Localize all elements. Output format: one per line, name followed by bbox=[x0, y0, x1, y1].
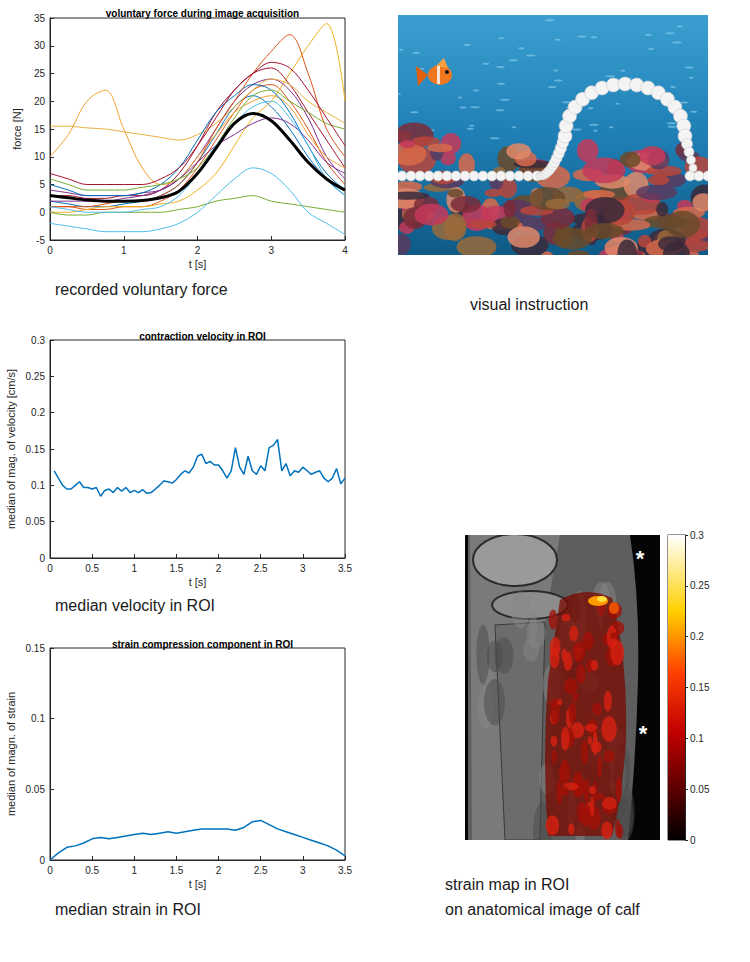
svg-text:0: 0 bbox=[47, 563, 53, 574]
svg-text:median of mag. of velocity [cm: median of mag. of velocity [cm/s] bbox=[5, 369, 17, 529]
svg-text:3.5: 3.5 bbox=[338, 563, 352, 574]
svg-text:2.5: 2.5 bbox=[254, 865, 268, 876]
svg-text:recorded voluntary force: recorded voluntary force bbox=[55, 281, 228, 298]
svg-text:0.15: 0.15 bbox=[26, 444, 46, 455]
svg-text:t [s]: t [s] bbox=[189, 878, 207, 890]
svg-text:3: 3 bbox=[268, 245, 274, 256]
svg-text:0.1: 0.1 bbox=[31, 480, 45, 491]
svg-text:2: 2 bbox=[216, 865, 222, 876]
svg-text:2: 2 bbox=[195, 245, 201, 256]
svg-text:0: 0 bbox=[47, 245, 53, 256]
svg-text:median strain in ROI: median strain in ROI bbox=[55, 901, 201, 918]
svg-text:0: 0 bbox=[39, 553, 45, 564]
svg-text:1.5: 1.5 bbox=[169, 865, 183, 876]
svg-text:0: 0 bbox=[47, 865, 53, 876]
svg-text:visual instruction: visual instruction bbox=[470, 296, 588, 313]
svg-text:0.3: 0.3 bbox=[31, 335, 45, 346]
svg-text:2: 2 bbox=[216, 563, 222, 574]
svg-text:voluntary force during image a: voluntary force during image acquisition bbox=[106, 8, 299, 19]
svg-text:median of magn. of strain: median of magn. of strain bbox=[5, 692, 17, 816]
svg-text:20: 20 bbox=[34, 96, 46, 107]
svg-text:3.5: 3.5 bbox=[338, 865, 352, 876]
svg-text:3: 3 bbox=[300, 563, 306, 574]
svg-text:force [N]: force [N] bbox=[11, 108, 23, 150]
svg-text:0: 0 bbox=[39, 207, 45, 218]
svg-text:35: 35 bbox=[34, 13, 46, 24]
svg-text:median velocity in ROI: median velocity in ROI bbox=[55, 597, 215, 614]
svg-text:1: 1 bbox=[132, 563, 138, 574]
svg-text:5: 5 bbox=[39, 179, 45, 190]
svg-text:0.05: 0.05 bbox=[26, 516, 46, 527]
svg-text:4: 4 bbox=[342, 245, 348, 256]
svg-text:strain map in ROI: strain map in ROI bbox=[445, 876, 569, 893]
svg-text:0: 0 bbox=[39, 855, 45, 866]
svg-text:contraction velocity in ROI: contraction velocity in ROI bbox=[139, 331, 266, 342]
svg-text:10: 10 bbox=[34, 151, 46, 162]
svg-text:0.15: 0.15 bbox=[690, 682, 710, 693]
svg-text:t [s]: t [s] bbox=[189, 258, 207, 270]
svg-text:0.1: 0.1 bbox=[31, 713, 45, 724]
svg-text:strain compression component i: strain compression component in ROI bbox=[112, 639, 293, 650]
svg-text:1.5: 1.5 bbox=[169, 563, 183, 574]
svg-text:0.2: 0.2 bbox=[690, 631, 704, 642]
svg-text:*: * bbox=[636, 546, 645, 571]
svg-text:0.5: 0.5 bbox=[85, 865, 99, 876]
svg-text:30: 30 bbox=[34, 40, 46, 51]
svg-text:0.5: 0.5 bbox=[85, 563, 99, 574]
svg-text:0.05: 0.05 bbox=[26, 784, 46, 795]
svg-text:t [s]: t [s] bbox=[189, 576, 207, 588]
svg-text:0.25: 0.25 bbox=[26, 371, 46, 382]
svg-text:0.3: 0.3 bbox=[690, 530, 704, 541]
svg-text:0.05: 0.05 bbox=[690, 784, 710, 795]
svg-text:0: 0 bbox=[690, 835, 696, 846]
svg-text:on anatomical image of calf: on anatomical image of calf bbox=[445, 901, 640, 918]
svg-text:-5: -5 bbox=[36, 235, 45, 246]
svg-text:0.25: 0.25 bbox=[690, 580, 710, 591]
svg-text:3: 3 bbox=[300, 865, 306, 876]
svg-text:0.1: 0.1 bbox=[690, 733, 704, 744]
svg-text:1: 1 bbox=[132, 865, 138, 876]
svg-text:0.2: 0.2 bbox=[31, 407, 45, 418]
svg-text:2.5: 2.5 bbox=[254, 563, 268, 574]
svg-text:0.15: 0.15 bbox=[26, 643, 46, 654]
svg-text:25: 25 bbox=[34, 68, 46, 79]
svg-text:*: * bbox=[639, 721, 648, 746]
svg-text:15: 15 bbox=[34, 124, 46, 135]
svg-text:1: 1 bbox=[121, 245, 127, 256]
